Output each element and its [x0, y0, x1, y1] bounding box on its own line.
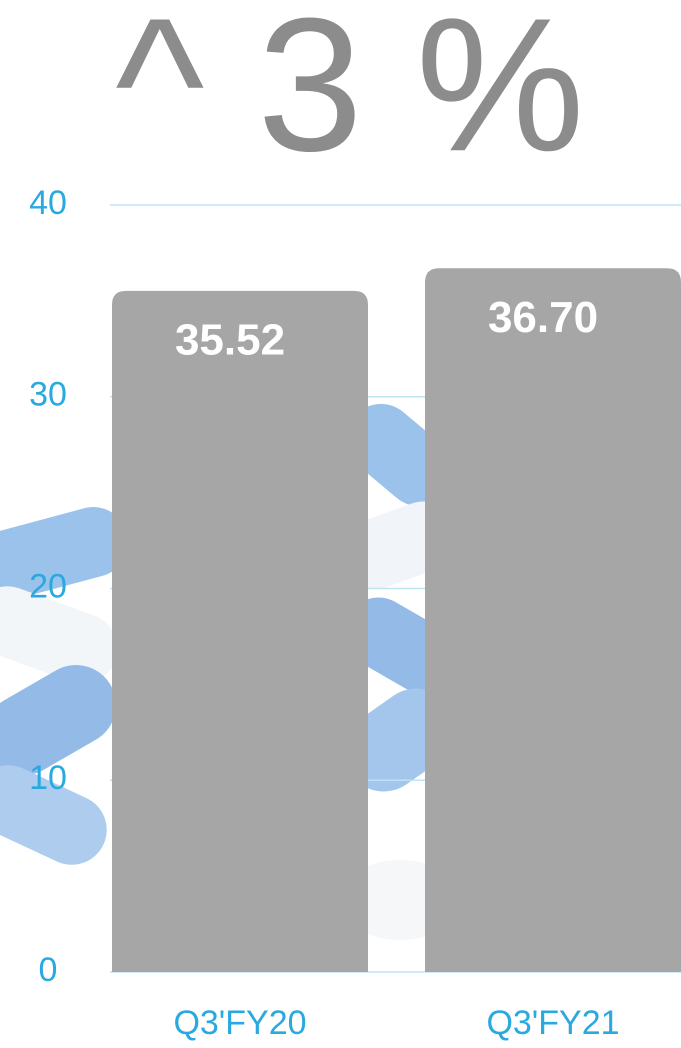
- y-tick-label: 10: [29, 759, 67, 797]
- x-tick-label: Q3'FY21: [486, 1004, 619, 1042]
- pill: [0, 507, 129, 603]
- chart-title: ^ 3 %: [115, 0, 584, 191]
- pill: [0, 586, 118, 684]
- x-tick-label: Q3'FY20: [173, 1004, 306, 1042]
- value-label: 35.52: [175, 316, 285, 365]
- value-label: 36.70: [488, 293, 598, 342]
- pill: [0, 765, 107, 865]
- pill: [0, 665, 116, 775]
- bar: [112, 290, 368, 972]
- y-tick-label: 30: [29, 376, 67, 414]
- y-tick-label: 20: [29, 567, 67, 605]
- y-tick-label: 40: [29, 184, 67, 222]
- y-tick-label: 0: [39, 951, 58, 989]
- bar: [425, 268, 681, 973]
